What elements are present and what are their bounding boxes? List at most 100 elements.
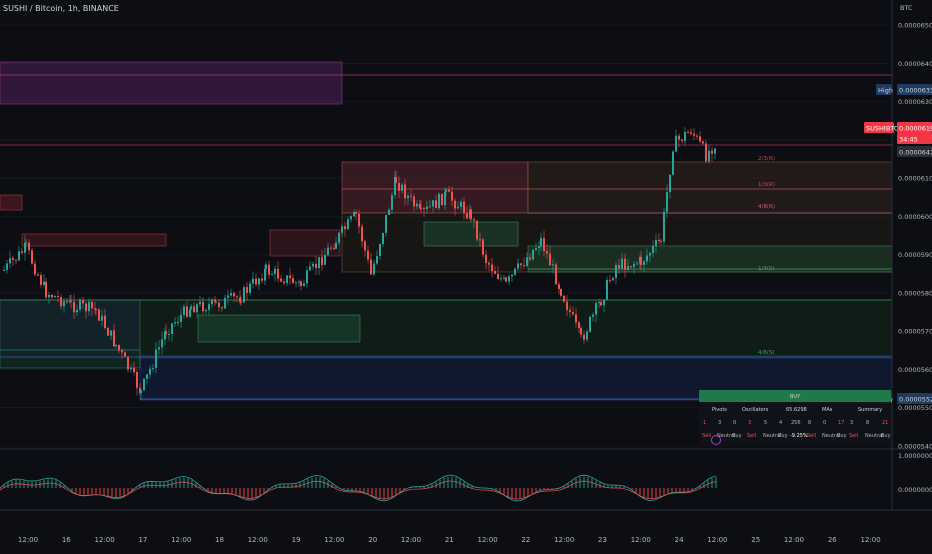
price-tick-label: 0.0000540 (898, 443, 932, 451)
candle-body (606, 279, 608, 300)
candle-body (470, 209, 472, 220)
chart-title: SUSHI / Bitcoin, 1h, BINANCE (3, 4, 119, 13)
candle-body (575, 314, 577, 323)
candle-body (43, 281, 45, 285)
candle-body (595, 303, 597, 315)
time-tick-label: 12:00 (554, 536, 574, 544)
candle-body (274, 268, 276, 275)
candle-body (376, 256, 378, 264)
table-signal: Sell (747, 433, 756, 439)
candle-body (82, 300, 84, 304)
candle-body (444, 191, 446, 206)
price-zone (197, 314, 361, 343)
candle-body (373, 263, 375, 275)
countdown-tag: 34:45 (899, 136, 918, 144)
price-zone (269, 229, 341, 257)
candle-body (183, 306, 185, 315)
candle-body (684, 132, 686, 142)
price-zone (0, 194, 23, 211)
candle-body (413, 196, 415, 207)
candle-body (660, 240, 662, 242)
candle-body (31, 250, 33, 264)
candle-body (130, 367, 132, 370)
candle-body (580, 328, 582, 335)
candle-body (218, 302, 220, 308)
candle-body (57, 295, 59, 298)
candle-body (355, 212, 357, 214)
candle-body (438, 193, 440, 209)
candle-body (227, 295, 229, 298)
candle-body (633, 263, 635, 267)
symbol-tag-label: SUSHIBTC (866, 125, 899, 133)
candle-body (514, 268, 516, 275)
price-tick-label: 0.0000630 (898, 98, 932, 106)
candle-body (15, 259, 17, 261)
candle-body (104, 315, 106, 328)
candle-body (699, 136, 701, 142)
candle-body (566, 301, 568, 310)
candle-body (410, 195, 412, 197)
candle-body (382, 232, 384, 244)
low-tag-value-bg (897, 393, 932, 404)
time-tick-label: 12:00 (861, 536, 881, 544)
candle-body (407, 195, 409, 199)
candle-body (88, 301, 90, 312)
candle-body (94, 308, 96, 310)
candle-body (306, 270, 308, 284)
table-signal: Buy (732, 433, 742, 439)
candle-body (508, 276, 510, 282)
oscillator-signal-line (0, 480, 717, 500)
candle-body (603, 299, 605, 306)
candle-body (193, 306, 195, 313)
time-tick-label: 12:00 (248, 536, 268, 544)
table-signal: Sell (807, 433, 816, 439)
candle-body (432, 200, 434, 207)
candle-body (190, 306, 192, 310)
signal-banner (699, 390, 891, 402)
candle-body (28, 242, 30, 251)
table-header: Oscillators (742, 407, 769, 413)
candle-body (479, 239, 481, 241)
candle-body (98, 309, 100, 321)
candle-body (101, 315, 103, 321)
candle-body (196, 304, 198, 313)
candle-body (624, 258, 626, 270)
candle-body (136, 371, 138, 388)
candle-body (505, 277, 507, 282)
candle-body (364, 241, 366, 251)
candle-body (558, 284, 560, 290)
candle-body (391, 195, 393, 210)
table-count: 3 (850, 420, 853, 426)
candle-body (627, 266, 629, 270)
candle-body (45, 281, 47, 298)
candle-body (497, 273, 499, 280)
pivot-level-label: 1/3(S) (758, 266, 775, 272)
candle-body (230, 293, 232, 296)
candle-body (630, 266, 632, 268)
candle-body (404, 184, 406, 199)
candle-body (211, 299, 213, 305)
table-count: 17 (838, 420, 844, 426)
candle-body (652, 245, 654, 254)
candle-body (350, 216, 352, 220)
price-zone (0, 349, 141, 369)
table-header: Pivots (712, 407, 727, 413)
candle-body (569, 309, 571, 313)
candle-body (199, 301, 201, 305)
candle-body (454, 200, 456, 209)
candle-body (500, 278, 502, 280)
candle-body (186, 306, 188, 317)
table-signal: Buy (837, 433, 847, 439)
price-zone (139, 357, 893, 401)
candle-body (678, 135, 680, 140)
candle-body (643, 261, 645, 265)
candle-body (121, 350, 123, 353)
currency-label: BTC (900, 4, 913, 12)
pivot-level-label: 4/8(S) (758, 350, 775, 356)
price-zone (527, 245, 893, 273)
candle-body (529, 257, 531, 260)
candle-body (416, 203, 418, 207)
candle-body (583, 334, 585, 340)
